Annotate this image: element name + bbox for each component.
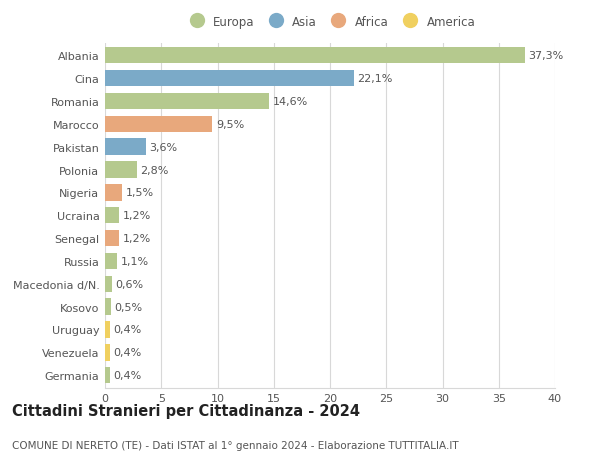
Bar xyxy=(105,48,524,64)
Bar xyxy=(105,253,118,269)
Text: 0,4%: 0,4% xyxy=(113,347,142,358)
Bar xyxy=(105,94,269,110)
Bar xyxy=(105,185,122,201)
Legend: Europa, Asia, Africa, America: Europa, Asia, Africa, America xyxy=(182,13,478,31)
Text: 1,5%: 1,5% xyxy=(126,188,154,198)
Bar xyxy=(105,116,212,133)
Text: 3,6%: 3,6% xyxy=(149,142,178,152)
Text: COMUNE DI NERETO (TE) - Dati ISTAT al 1° gennaio 2024 - Elaborazione TUTTITALIA.: COMUNE DI NERETO (TE) - Dati ISTAT al 1°… xyxy=(12,440,458,450)
Bar xyxy=(105,344,110,361)
Text: 1,1%: 1,1% xyxy=(121,256,149,266)
Bar xyxy=(105,71,353,87)
Bar xyxy=(105,367,110,384)
Text: 9,5%: 9,5% xyxy=(216,119,244,129)
Bar xyxy=(105,139,146,156)
Text: 0,4%: 0,4% xyxy=(113,370,142,381)
Text: 37,3%: 37,3% xyxy=(529,51,564,61)
Text: 1,2%: 1,2% xyxy=(122,211,151,221)
Bar xyxy=(105,276,112,292)
Bar xyxy=(105,321,110,338)
Text: 14,6%: 14,6% xyxy=(273,97,308,107)
Bar xyxy=(105,230,119,247)
Bar xyxy=(105,299,110,315)
Text: Cittadini Stranieri per Cittadinanza - 2024: Cittadini Stranieri per Cittadinanza - 2… xyxy=(12,403,360,418)
Text: 22,1%: 22,1% xyxy=(358,74,393,84)
Text: 2,8%: 2,8% xyxy=(140,165,169,175)
Text: 0,4%: 0,4% xyxy=(113,325,142,335)
Bar xyxy=(105,162,137,179)
Text: 0,5%: 0,5% xyxy=(115,302,143,312)
Text: 1,2%: 1,2% xyxy=(122,234,151,244)
Text: 0,6%: 0,6% xyxy=(116,279,144,289)
Bar xyxy=(105,207,119,224)
